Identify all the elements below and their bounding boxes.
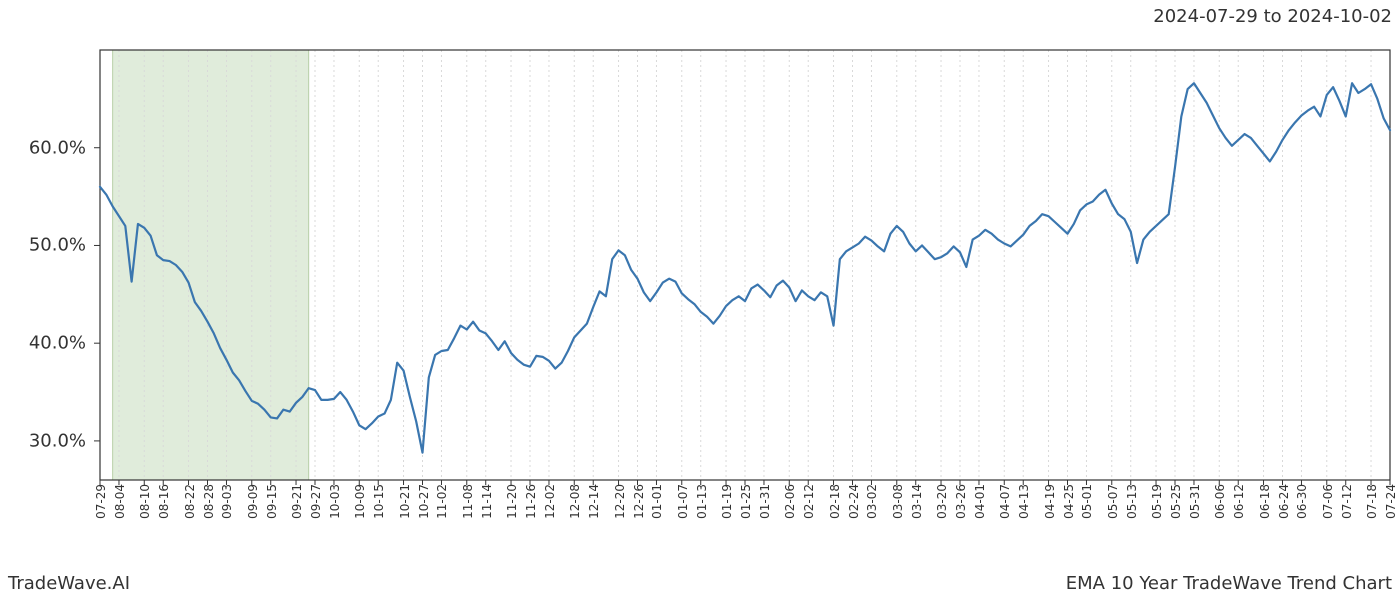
x-tick-label: 12-02	[543, 484, 557, 519]
brand-label: TradeWave.AI	[8, 573, 130, 594]
x-tick-label: 01-31	[758, 484, 772, 519]
x-tick-label: 04-19	[1043, 484, 1057, 519]
chart-title: EMA 10 Year TradeWave Trend Chart	[1066, 573, 1392, 594]
trend-chart: 30.0% 40.0% 50.0% 60.0% 07-29 08-04 08-10 08-1…	[0, 40, 1400, 560]
x-tick-label: 01-19	[720, 484, 734, 519]
x-tick-label: 10-15	[372, 484, 386, 519]
x-tick-label: 12-26	[632, 484, 646, 519]
x-tick-label: 05-19	[1150, 484, 1164, 519]
x-tick-label: 04-01	[973, 484, 987, 519]
x-tick-label: 10-27	[417, 484, 431, 519]
x-tick-label: 02-06	[783, 484, 797, 519]
x-tick-label: 08-16	[157, 484, 171, 519]
x-tick-label: 11-02	[435, 484, 449, 519]
x-tick-label: 06-12	[1232, 484, 1246, 519]
x-tick-label: 09-09	[246, 484, 260, 519]
x-tick-label: 02-12	[802, 484, 816, 519]
x-tick-label: 10-03	[328, 484, 342, 519]
x-tick-label: 10-21	[398, 484, 412, 519]
x-tick-label: 01-07	[676, 484, 690, 519]
x-tick-label: 10-09	[353, 484, 367, 519]
x-tick-label: 04-13	[1017, 484, 1031, 519]
x-tick-label: 12-20	[613, 484, 627, 519]
x-tick-label: 05-01	[1080, 484, 1094, 519]
date-range-label: 2024-07-29 to 2024-10-02	[1153, 6, 1392, 27]
x-tick-label: 08-28	[202, 484, 216, 519]
x-tick-label: 02-24	[847, 484, 861, 519]
x-tick-label: 11-26	[524, 484, 538, 519]
x-tick-label: 03-26	[954, 484, 968, 519]
x-tick-label: 03-20	[935, 484, 949, 519]
x-tick-label: 06-24	[1277, 484, 1291, 519]
x-tick-label: 01-01	[650, 484, 664, 519]
x-tick-label: 09-21	[290, 484, 304, 519]
x-tick-label: 06-06	[1213, 484, 1227, 519]
y-tick-label: 40.0%	[0, 333, 86, 354]
x-tick-label: 07-18	[1365, 484, 1379, 519]
x-tick-label: 08-10	[138, 484, 152, 519]
x-tick-label: 11-14	[480, 484, 494, 519]
y-axis-labels: 30.0% 40.0% 50.0% 60.0%	[0, 40, 90, 560]
x-tick-label: 03-02	[865, 484, 879, 519]
y-tick-label: 60.0%	[0, 137, 86, 158]
x-tick-label: 07-06	[1321, 484, 1335, 519]
x-tick-label: 04-25	[1062, 484, 1076, 519]
x-tick-label: 07-12	[1340, 484, 1354, 519]
x-tick-label: 04-07	[998, 484, 1012, 519]
x-tick-label: 07-29	[94, 484, 108, 519]
x-tick-label: 05-13	[1125, 484, 1139, 519]
x-tick-label: 01-25	[739, 484, 753, 519]
x-tick-label: 09-03	[220, 484, 234, 519]
x-tick-label: 12-14	[587, 484, 601, 519]
x-tick-label: 02-18	[828, 484, 842, 519]
x-tick-label: 05-25	[1169, 484, 1183, 519]
x-tick-label: 01-13	[695, 484, 709, 519]
x-tick-label: 05-07	[1106, 484, 1120, 519]
x-tick-label: 12-08	[568, 484, 582, 519]
x-tick-label: 03-14	[910, 484, 924, 519]
x-tick-label: 06-30	[1295, 484, 1309, 519]
y-tick-label: 50.0%	[0, 235, 86, 256]
x-tick-label: 07-24	[1384, 484, 1398, 519]
x-tick-label: 08-22	[183, 484, 197, 519]
x-tick-label: 03-08	[891, 484, 905, 519]
x-tick-label: 11-08	[461, 484, 475, 519]
x-tick-label: 09-27	[309, 484, 323, 519]
y-tick-label: 30.0%	[0, 430, 86, 451]
x-tick-label: 09-15	[265, 484, 279, 519]
x-tick-label: 08-04	[113, 484, 127, 519]
x-tick-label: 06-18	[1258, 484, 1272, 519]
chart-svg	[0, 40, 1400, 560]
x-tick-label: 11-20	[505, 484, 519, 519]
x-tick-label: 05-31	[1188, 484, 1202, 519]
